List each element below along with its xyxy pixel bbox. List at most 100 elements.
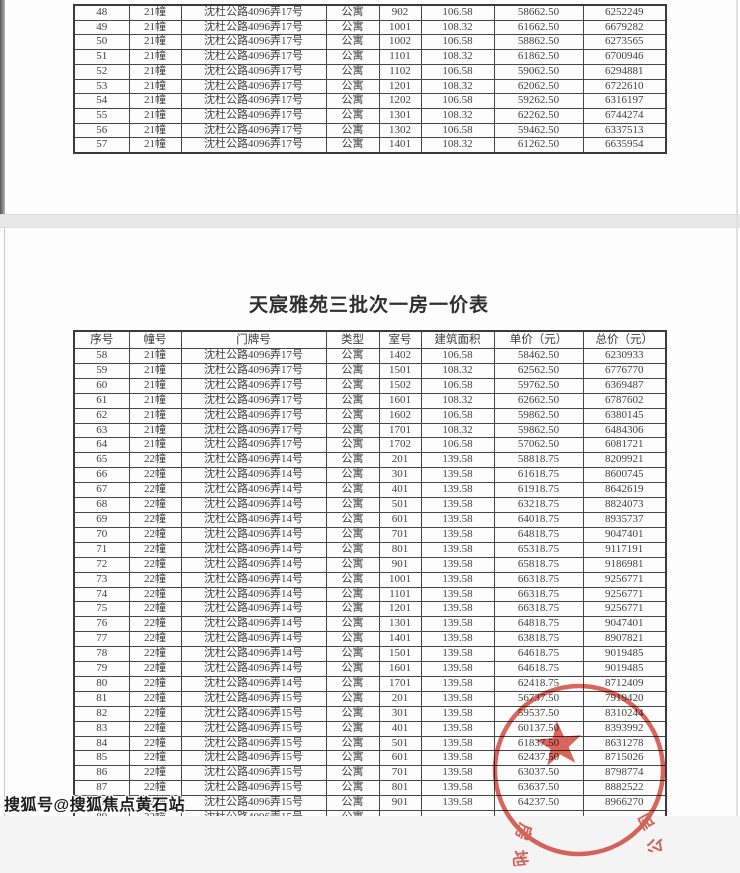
table-cell: 公寓: [325, 705, 380, 722]
table-cell: 108.32: [420, 107, 495, 124]
table-cell: 21幢: [128, 348, 182, 364]
table-cell: 公寓: [325, 810, 380, 816]
table-cell: 公寓: [325, 571, 380, 588]
table-cell: 22幢: [128, 616, 182, 633]
table-cell: 401: [378, 720, 422, 737]
table-cell: 8882522: [582, 780, 667, 797]
table-cell: 139.58: [420, 765, 495, 782]
table-cell: 沈杜公路4096弄17号: [180, 93, 327, 109]
table-cell: 67: [73, 482, 130, 499]
table-cell: 21幢: [128, 19, 182, 36]
table-cell: 80: [73, 675, 130, 692]
table-cell: 50: [73, 34, 130, 51]
table-cell: 沈杜公路4096弄14号: [180, 631, 327, 648]
table-cell: 75: [73, 601, 130, 618]
table-cell: 沈杜公路4096弄15号: [180, 735, 327, 752]
header-row: 序号 幢号 门牌号 类型 室号 建筑面积 单价（元） 总价（元）: [73, 330, 667, 349]
table-cell: 6787602: [582, 392, 667, 409]
table-cell: 21幢: [128, 49, 182, 65]
table-cell: 139.58: [420, 452, 495, 469]
table-cell: 66318.75: [493, 586, 584, 603]
table-cell: 66318.75: [493, 601, 584, 618]
table-cell: 61862.50: [493, 49, 584, 65]
table-cell: 21幢: [128, 377, 182, 394]
table-cell: 9256771: [582, 571, 667, 588]
document-title: 天宸雅苑三批次一房一价表: [248, 295, 489, 316]
table-cell: 58862.50: [493, 34, 584, 51]
table-cell: 6294881: [582, 63, 667, 80]
column-header: 室号: [378, 330, 422, 349]
table-cell: 22幢: [128, 690, 182, 707]
table-cell: 22幢: [128, 511, 182, 528]
table-cell: 6776770: [582, 362, 667, 379]
table-cell: 沈杜公路4096弄14号: [180, 452, 327, 469]
table-cell: 8310244: [582, 705, 667, 722]
table-cell: 公寓: [325, 497, 380, 513]
table-cell: 21幢: [128, 407, 182, 424]
table-cell: 公寓: [325, 616, 380, 633]
table-cell: 8393992: [582, 720, 667, 737]
table-row: 54 21幢 沈杜公路4096弄17号 公寓 1202 106.58 59262.50 631…: [73, 93, 667, 109]
table-cell: 1702: [378, 437, 422, 454]
table-cell: 8715026: [582, 750, 667, 767]
table-cell: 6369487: [582, 377, 667, 394]
table-row: 86 22幢 沈杜公路4096弄15号 公寓 701 139.58 63037.50 8798…: [73, 765, 667, 782]
table-row: 55 21幢 沈杜公路4096弄17号 公寓 1301 108.32 62262.50 674…: [73, 107, 667, 124]
table-cell: 801: [378, 541, 422, 558]
table-row: 71 22幢 沈杜公路4096弄14号 公寓 801 139.58 65318.75 9117…: [73, 541, 667, 558]
table-cell: 1501: [378, 646, 422, 663]
table-cell: 106.58: [420, 407, 495, 424]
table-cell: 58662.50: [493, 4, 584, 21]
table-cell: 沈杜公路4096弄14号: [180, 482, 327, 499]
column-header: 门牌号: [180, 330, 327, 349]
table-cell: 6316197: [582, 93, 667, 109]
table-row: 51 21幢 沈杜公路4096弄17号 公寓 1101 108.32 61862.50 670…: [73, 49, 667, 65]
table-cell: 62562.50: [493, 362, 584, 379]
table-cell: 66: [73, 467, 130, 484]
table-cell: 106.58: [420, 4, 495, 21]
table-cell: 22幢: [128, 497, 182, 513]
table-cell: 公寓: [325, 556, 380, 573]
table-cell: 公寓: [325, 675, 380, 692]
table-cell: 64018.75: [493, 511, 584, 528]
table-cell: 公寓: [325, 780, 380, 797]
table-cell: 公寓: [325, 646, 380, 663]
table-cell: 9256771: [582, 586, 667, 603]
table-cell: 56737.50: [493, 690, 584, 707]
table-cell: 69: [73, 511, 130, 528]
table-cell: 139.58: [420, 526, 495, 543]
table-cell: 22幢: [128, 571, 182, 588]
table-cell: 21幢: [128, 122, 182, 139]
table-cell: 901: [378, 556, 422, 573]
table-cell: 70: [73, 526, 130, 543]
table-cell: 64818.75: [493, 526, 584, 543]
table-cell: 公寓: [325, 392, 380, 409]
table-cell: 65818.75: [493, 556, 584, 573]
table-cell: 21幢: [128, 93, 182, 109]
table-cell: 公寓: [325, 122, 380, 139]
table-cell: 55: [73, 107, 130, 124]
table-cell: 62: [73, 407, 130, 424]
column-header: 单价（元）: [493, 330, 584, 349]
table-cell: 1201: [378, 78, 422, 95]
table-cell: 139.58: [420, 556, 495, 573]
table-cell: 21幢: [128, 422, 182, 439]
table-cell: 1001: [378, 571, 422, 588]
table-cell: 82: [73, 705, 130, 722]
table-cell: 22幢: [128, 482, 182, 499]
table-row: 63 21幢 沈杜公路4096弄17号 公寓 1701 108.32 59862.50 648…: [73, 422, 667, 439]
table-cell: 61618.75: [493, 467, 584, 484]
table-cell: 106.58: [420, 93, 495, 109]
table-cell: 公寓: [325, 362, 380, 379]
table-row: 53 21幢 沈杜公路4096弄17号 公寓 1201 108.32 62062.50 672…: [73, 78, 667, 95]
table-cell: 公寓: [325, 422, 380, 439]
table-cell: 62418.75: [493, 675, 584, 692]
table-row: 59 21幢 沈杜公路4096弄17号 公寓 1501 108.32 62562.50 677…: [73, 362, 667, 379]
table-cell: 9047401: [582, 616, 667, 633]
table-cell: 81: [73, 690, 130, 707]
table-cell: 9047401: [582, 526, 667, 543]
table-cell: 1101: [378, 586, 422, 603]
table-cell: 59: [73, 362, 130, 379]
table-row: 78 22幢 沈杜公路4096弄14号 公寓 1501 139.58 64618.75 901…: [73, 646, 667, 663]
table-row: 64 21幢 沈杜公路4096弄17号 公寓 1702 106.58 57062.50 608…: [73, 437, 667, 454]
